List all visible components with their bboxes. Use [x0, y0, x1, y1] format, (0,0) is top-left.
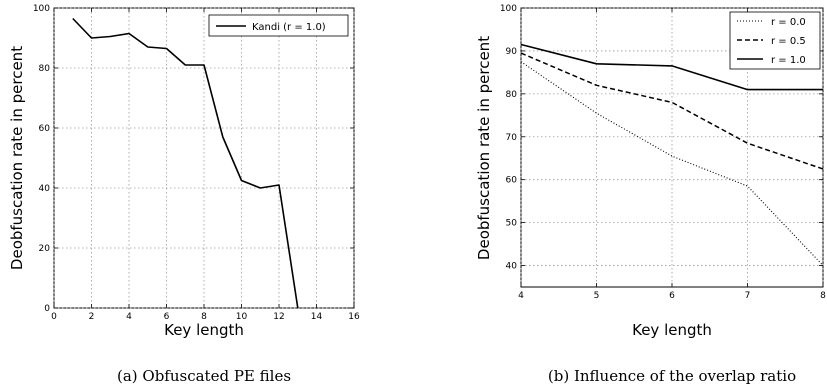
- x-tick-label: 10: [236, 312, 248, 322]
- y-tick-label: 40: [39, 184, 51, 194]
- caption-a: (a) Obfuscated PE files: [117, 367, 291, 385]
- legend-entry-r05: r = 0.5: [771, 36, 806, 47]
- caption-b: (b) Influence of the overlap ratio: [548, 367, 796, 385]
- y-tick-label: 60: [506, 176, 518, 186]
- x-tick-label: 2: [89, 312, 95, 322]
- y-tick-label: 20: [39, 244, 51, 254]
- legend: r = 0.0 r = 0.5 r = 1.0: [729, 11, 821, 70]
- x-tick-label: 8: [201, 312, 207, 322]
- x-tick-label: 4: [518, 291, 524, 301]
- y-tick-label: 40: [506, 262, 518, 272]
- legend-entry-r1: r = 1.0: [771, 55, 806, 66]
- x-tick-label: 6: [164, 312, 170, 322]
- y-tick-labels: 40 50 60 70 80 90 100: [500, 4, 823, 272]
- x-tick-label: 4: [126, 312, 132, 322]
- x-tick-labels: 0 2 4 6 8 10 12 14 16: [51, 8, 360, 322]
- panel-obfuscated-pe-files: 0 20 40 60 80 100 0 2 4 6 8 10 12 14 16 Key length De…: [8, 4, 360, 385]
- panel-overlap-ratio: 40 50 60 70 80 90 100 4 5 6 7 8 Key length Deobfus…: [475, 4, 826, 385]
- series-line-2: [520, 43, 823, 91]
- legend-box: [208, 14, 349, 37]
- y-axis-label: Deobfuscation rate in percent: [8, 46, 26, 270]
- y-tick-label: 70: [506, 133, 518, 143]
- y-tick-label: 60: [39, 124, 51, 134]
- x-tick-label: 6: [669, 291, 675, 301]
- x-tick-label: 0: [51, 312, 57, 322]
- y-tick-label: 80: [506, 90, 518, 100]
- y-tick-label: 90: [506, 47, 518, 57]
- x-tick-label: 16: [348, 312, 360, 322]
- x-axis-label: Key length: [164, 321, 244, 339]
- series-line-1: [520, 52, 824, 170]
- y-axis-label: Deobfuscation rate in percent: [475, 36, 493, 260]
- grid: [53, 7, 355, 309]
- y-tick-labels: 0 20 40 60 80 100: [33, 4, 354, 314]
- series-line-0: [520, 61, 824, 266]
- y-tick-label: 100: [500, 4, 517, 14]
- y-tick-label: 100: [33, 4, 50, 14]
- x-tick-label: 8: [820, 291, 826, 301]
- y-tick-label: 50: [506, 219, 518, 229]
- y-tick-label: 0: [44, 304, 50, 314]
- x-tick-labels: 4 5 6 7 8: [518, 8, 826, 301]
- x-tick-label: 14: [311, 312, 323, 322]
- x-tick-label: 7: [745, 291, 751, 301]
- legend-entry-r0: r = 0.0: [771, 17, 806, 28]
- legend: Kandi (r = 1.0): [208, 14, 349, 37]
- y-tick-label: 80: [39, 64, 51, 74]
- x-axis-label: Key length: [632, 321, 712, 339]
- x-tick-label: 12: [273, 312, 284, 322]
- x-tick-label: 5: [594, 291, 600, 301]
- legend-entry-kandi: Kandi (r = 1.0): [252, 22, 326, 33]
- series-group: [72, 17, 299, 309]
- series-line-0: [72, 17, 299, 309]
- series-group: [520, 43, 824, 266]
- grid: [520, 7, 824, 287]
